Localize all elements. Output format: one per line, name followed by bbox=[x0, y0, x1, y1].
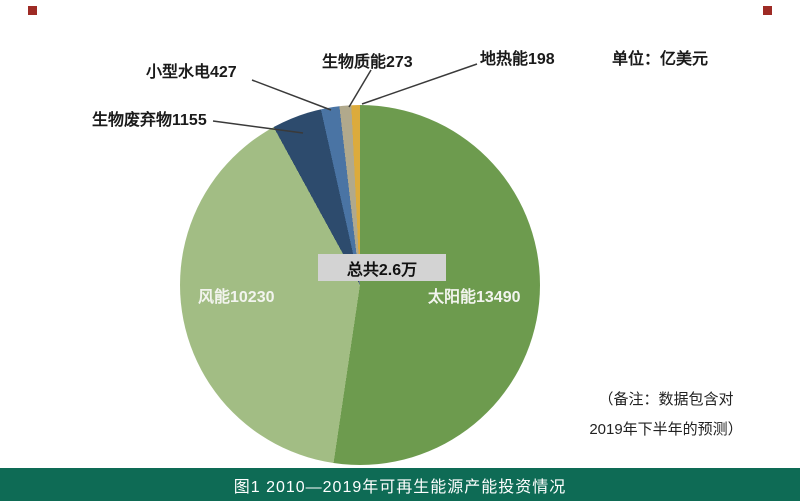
pie-chart bbox=[180, 105, 540, 465]
leader-line-biomass bbox=[348, 69, 372, 108]
chart-title: 图1 2010—2019年可再生能源产能投资情况 bbox=[233, 478, 567, 496]
note-text: （备注：数据包含对 2019年下半年的预测） bbox=[556, 385, 776, 445]
label-solar: 太阳能13490 bbox=[428, 289, 521, 306]
decoration-red-square-left bbox=[28, 6, 37, 15]
label-biomass: 生物质能273 bbox=[322, 54, 413, 71]
decoration-red-square-right bbox=[763, 6, 772, 15]
label-bio-waste: 生物废弃物1155 bbox=[92, 112, 207, 129]
leader-line-small-hydro bbox=[251, 79, 332, 111]
label-geothermal: 地热能198 bbox=[480, 51, 555, 68]
total-box: 总共2.6万 bbox=[318, 254, 446, 281]
label-small-hydro: 小型水电427 bbox=[146, 64, 237, 81]
unit-label: 单位：亿美元 bbox=[612, 51, 709, 68]
note-line-1: （备注：数据包含对 bbox=[598, 391, 734, 408]
label-wind: 风能10230 bbox=[198, 289, 275, 306]
note-line-2: 2019年下半年的预测） bbox=[589, 421, 743, 438]
title-bar: 图1 2010—2019年可再生能源产能投资情况 bbox=[0, 468, 800, 501]
